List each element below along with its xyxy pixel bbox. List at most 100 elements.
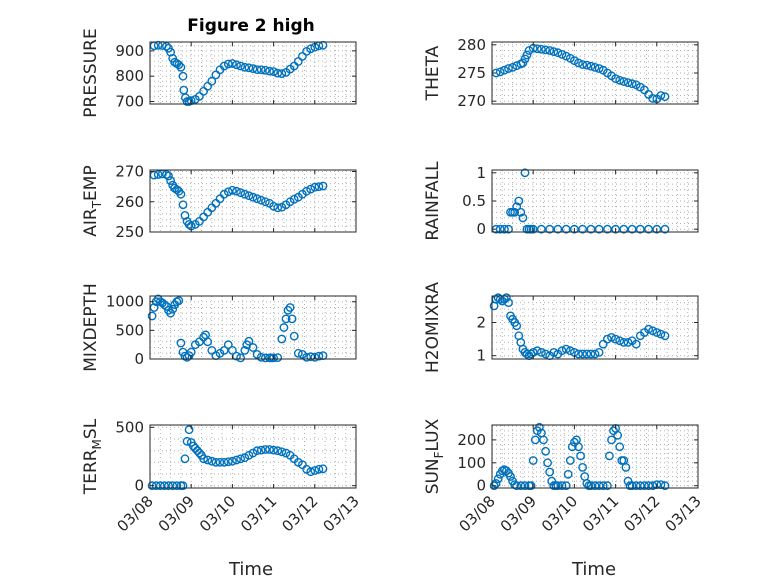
data-point: [236, 353, 246, 363]
data-point: [586, 349, 596, 359]
data-point: [504, 298, 513, 307]
series-markers: [149, 169, 328, 231]
data-point: [528, 224, 538, 234]
data-point: [260, 197, 270, 207]
data-point: [174, 60, 184, 70]
data-point: [159, 300, 169, 309]
data-point: [273, 203, 283, 213]
data-point: [631, 481, 641, 491]
data-point: [265, 445, 274, 454]
data-point: [155, 481, 165, 491]
data-point: [281, 314, 291, 324]
data-point: [265, 66, 274, 76]
data-point: [545, 224, 555, 234]
data-point: [306, 44, 316, 54]
data-point: [648, 326, 658, 336]
axes-box: [149, 295, 357, 360]
data-point: [260, 445, 270, 454]
data-point: [219, 345, 229, 355]
axes-box: [491, 295, 699, 360]
data-point: [557, 346, 567, 356]
data-point: [598, 481, 608, 491]
data-point: [627, 481, 637, 491]
subplot-h2omixra: 1 2 H2OMIXRA: [423, 282, 699, 373]
y-tick-label: 800: [115, 67, 144, 85]
data-point: [512, 202, 522, 212]
data-point: [553, 48, 563, 58]
data-point: [586, 224, 596, 234]
data-point: [244, 336, 254, 346]
data-point: [644, 481, 653, 491]
data-point: [603, 334, 612, 344]
x-axis-label-right: Time: [571, 559, 616, 580]
data-point: [578, 60, 587, 69]
data-point: [256, 65, 266, 75]
data-point: [607, 435, 616, 445]
data-point: [269, 445, 278, 455]
data-point: [611, 224, 620, 234]
data-point: [194, 448, 204, 458]
data-point: [520, 481, 530, 491]
data-point: [489, 481, 499, 491]
data-point: [644, 224, 653, 234]
data-point: [532, 346, 542, 356]
data-point: [223, 457, 233, 467]
data-point: [180, 210, 190, 220]
data-point: [537, 347, 546, 357]
data-point: [178, 481, 188, 491]
data-point: [318, 181, 328, 191]
data-point: [207, 76, 217, 86]
data-point: [501, 293, 511, 303]
data-point: [557, 50, 567, 59]
data-point: [516, 207, 526, 217]
y-axis-label: MIXDEPTH: [81, 283, 101, 372]
data-point: [236, 454, 246, 464]
data-point: [256, 195, 266, 205]
data-point: [561, 224, 571, 234]
data-point: [603, 481, 612, 491]
data-point: [269, 353, 278, 363]
y-tick-label: 1000: [106, 293, 144, 311]
data-point: [619, 77, 629, 86]
x-axis-label-left: Time: [228, 559, 273, 580]
data-point: [273, 446, 283, 456]
data-point: [153, 170, 163, 179]
data-point: [219, 61, 229, 71]
data-point: [314, 464, 324, 474]
y-axis-label: RAINFALL: [423, 161, 443, 241]
figure-title: Figure 2 high: [187, 16, 315, 36]
data-point: [582, 60, 592, 70]
data-point: [565, 346, 575, 356]
data-point: [207, 456, 217, 466]
y-tick-label: 500: [115, 321, 144, 339]
data-point: [269, 67, 278, 77]
data-point: [594, 481, 604, 491]
data-point: [615, 442, 625, 452]
data-point: [520, 168, 530, 178]
data-point: [635, 481, 645, 491]
data-point: [545, 467, 555, 477]
data-point: [184, 219, 194, 229]
data-point: [223, 340, 233, 350]
data-point: [648, 94, 658, 103]
y-tick-label: 1: [476, 347, 486, 365]
data-point: [215, 457, 225, 467]
data-point: [518, 213, 528, 223]
data-point: [603, 224, 612, 234]
data-point: [635, 224, 645, 234]
data-point: [590, 349, 600, 359]
y-tick-label: 250: [115, 223, 144, 241]
data-point: [623, 337, 633, 347]
data-point: [594, 224, 604, 234]
data-point: [532, 44, 542, 54]
data-point: [574, 349, 583, 359]
axes-box: [491, 424, 699, 489]
data-point: [522, 349, 532, 359]
data-point: [570, 224, 579, 234]
data-point: [236, 188, 246, 198]
y-tick-label: 280: [457, 36, 486, 54]
data-point: [541, 349, 550, 359]
data-point: [178, 71, 188, 81]
data-point: [293, 348, 303, 358]
data-point: [549, 347, 559, 357]
